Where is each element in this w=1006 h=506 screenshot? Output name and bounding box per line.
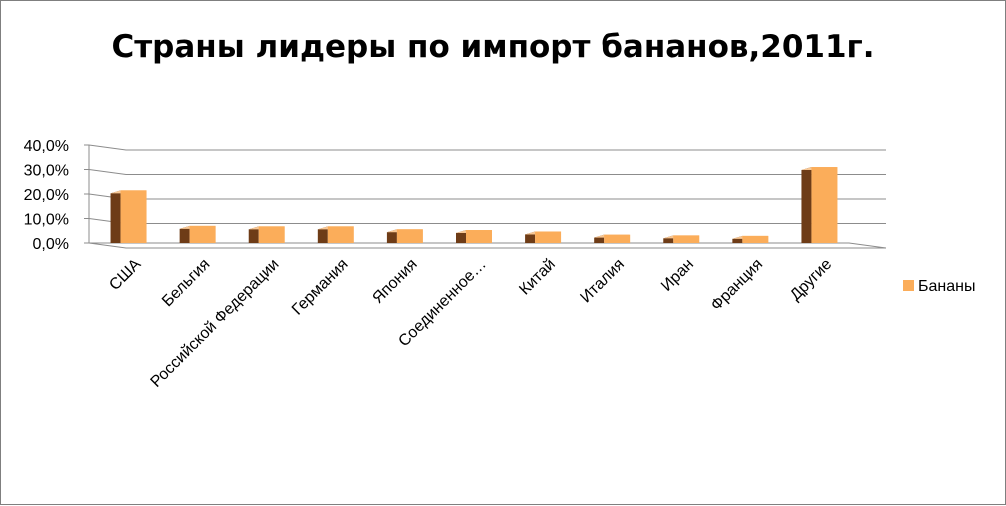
x-tick-label: Китай [516, 256, 559, 299]
bar-side [386, 229, 397, 243]
x-tick-label: Германия [289, 256, 352, 319]
bar-front [258, 226, 285, 243]
bar-series [110, 167, 838, 243]
gridline [88, 218, 886, 224]
bar [386, 229, 423, 243]
bar [179, 225, 216, 243]
x-tick-label: Италия [577, 256, 628, 307]
bar [248, 226, 285, 243]
bar-front [742, 235, 769, 243]
bar-front [535, 231, 562, 243]
legend-label: Бананы [918, 278, 975, 295]
bar-front [604, 234, 631, 243]
x-tick-label: Иран [658, 256, 697, 295]
bar-side [317, 226, 328, 243]
x-tick-label: Российской Федерации [148, 256, 283, 391]
floor-edge [89, 242, 887, 249]
x-tick-label: Другие [787, 256, 835, 304]
bar [663, 235, 700, 243]
bar [732, 235, 769, 243]
bar-side [110, 190, 121, 243]
bar [525, 231, 562, 243]
bar-front [466, 230, 492, 243]
chart-title: Страны лидеры по импорт бананов,2011г. [111, 29, 874, 65]
bar-front [673, 235, 700, 243]
bar-side [248, 226, 259, 243]
x-tick-label: США [106, 256, 144, 294]
bar-front [189, 225, 216, 243]
x-tick-label: Франция [708, 256, 766, 314]
x-tick-label: Бельгия [159, 256, 213, 310]
gridline [88, 169, 886, 175]
x-tick-label: Япония [369, 256, 420, 307]
y-axis: 0,0% 10,0% 20,0% 30,0% 40,0% [24, 138, 90, 253]
y-tick-label: 30,0% [24, 163, 69, 180]
y-tick-label: 40,0% [24, 138, 69, 155]
legend: Бананы [903, 278, 975, 295]
y-tick-label: 20,0% [24, 187, 69, 204]
gridline [88, 193, 886, 200]
y-tick-label: 10,0% [24, 212, 69, 229]
y-tick-label: 0,0% [33, 236, 69, 253]
gridline [88, 242, 886, 249]
bar [456, 230, 492, 243]
bar-side [179, 225, 190, 243]
bar-side [456, 230, 466, 243]
bar [594, 234, 631, 243]
bar [110, 190, 147, 243]
bar-front [327, 226, 354, 243]
bar [317, 226, 354, 243]
bar-front [811, 167, 838, 243]
bar-front [396, 229, 423, 243]
bar [801, 167, 838, 243]
legend-swatch [903, 280, 914, 291]
gridline [88, 144, 886, 151]
bar-front [120, 190, 147, 243]
bar-side [801, 167, 812, 243]
